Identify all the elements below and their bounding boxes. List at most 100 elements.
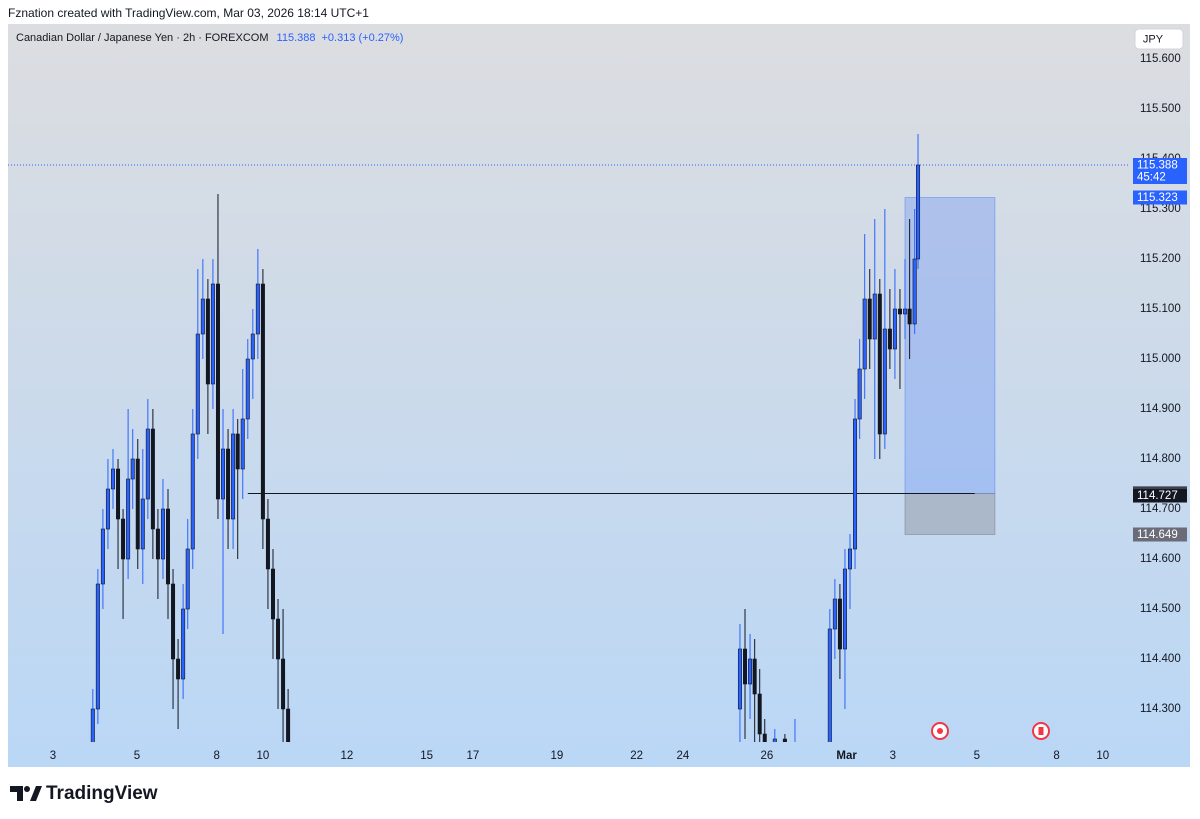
x-tick-label: 17 (466, 750, 479, 762)
candle-body (276, 618, 281, 660)
chart-background (8, 24, 1190, 767)
candle-body (185, 548, 190, 610)
candle-body (145, 428, 150, 500)
candle-body (110, 468, 115, 490)
candle-body (130, 458, 135, 480)
x-tick-label: 5 (134, 750, 140, 762)
candle-body (126, 478, 131, 560)
y-tick-label: 115.500 (1140, 103, 1181, 115)
x-tick-label: 22 (630, 750, 643, 762)
candle-body (757, 693, 762, 735)
last-price: 115.388 (277, 32, 316, 44)
candle-body (205, 298, 210, 385)
candle-body (842, 568, 847, 650)
event-icons (931, 722, 1050, 740)
target-label-bg (1133, 190, 1187, 205)
candle-body (281, 658, 286, 710)
candle-body (916, 164, 921, 260)
candle-body (105, 488, 110, 530)
legend: Canadian Dollar / Japanese Yen · 2h · FO… (16, 32, 403, 44)
candle-body (832, 598, 837, 630)
candle-body (862, 298, 867, 370)
candle-body (737, 648, 742, 710)
y-tick-label: 114.900 (1140, 403, 1181, 415)
candle-body (210, 283, 215, 385)
credit: Fznation created with TradingView.com, M… (8, 6, 369, 20)
y-tick-label: 115.300 (1140, 203, 1181, 215)
candle-body (743, 648, 748, 685)
y-tick-label: 115.100 (1140, 303, 1181, 315)
candle-body (116, 468, 121, 520)
candle-body (887, 328, 892, 350)
price-label: 114.727 (1137, 490, 1178, 502)
x-tick-label: 26 (760, 750, 773, 762)
stop-zone (904, 493, 996, 535)
countdown: 45:42 (1137, 172, 1166, 184)
y-tick-label: 114.300 (1140, 703, 1181, 715)
price-label-bg (1133, 488, 1187, 503)
candle-body (155, 528, 160, 560)
candle-body (867, 298, 872, 340)
stop-label: 114.649 (1137, 529, 1178, 541)
candle-body (903, 308, 908, 315)
candle-body (181, 608, 186, 680)
candle-body (752, 658, 757, 695)
candle-body (90, 708, 95, 742)
candle-body (782, 738, 787, 742)
currency-button[interactable] (1134, 28, 1184, 50)
candle-body (270, 568, 275, 620)
candle-body (897, 308, 902, 315)
x-tick-label: 15 (420, 750, 433, 762)
x-tick-label: 3 (890, 750, 896, 762)
y-tick-label: 115.600 (1140, 53, 1181, 65)
x-tick-label: 5 (974, 750, 980, 762)
candle-body (221, 448, 226, 500)
candle-body (160, 508, 165, 560)
candle-body (140, 498, 145, 550)
candle-body (95, 583, 100, 710)
target-label: 115.323 (1137, 192, 1178, 204)
change: +0.313 (+0.27%) (321, 32, 403, 44)
last-price-label-bg (1133, 158, 1187, 184)
y-tick-label: 114.400 (1140, 653, 1181, 665)
candle-body (772, 738, 777, 742)
x-tick-label: 3 (50, 750, 56, 762)
x-tick-label: 8 (1053, 750, 1059, 762)
candle-body (245, 358, 250, 420)
candle-body (171, 583, 176, 660)
y-tick-label: 115.200 (1140, 253, 1181, 265)
candle-body (255, 283, 260, 335)
candle-body (762, 733, 767, 742)
y-tick-label: 114.600 (1140, 553, 1181, 565)
y-tick-label: 115.000 (1140, 353, 1181, 365)
candle-body (872, 293, 877, 340)
x-tick-label: 24 (676, 750, 689, 762)
candle-body (265, 518, 270, 570)
x-tick-label: 12 (340, 750, 353, 762)
candle-body (857, 368, 862, 420)
x-tick-label: 8 (214, 750, 220, 762)
y-tick-label: 114.700 (1140, 503, 1181, 515)
candle-body (240, 418, 245, 470)
symbol: Canadian Dollar / Japanese Yen · 2h · FO… (16, 32, 269, 44)
y-tick-label: 114.500 (1140, 603, 1181, 615)
candle-body (877, 293, 882, 435)
candle-body (286, 708, 291, 742)
candle-body (853, 418, 858, 550)
candle-body (892, 308, 897, 350)
candle-body (250, 333, 255, 360)
candle-body (190, 433, 195, 550)
candle-body (907, 308, 912, 325)
plot (8, 134, 1128, 742)
brand: TradingView (46, 783, 158, 804)
currency[interactable]: JPY (1143, 33, 1164, 45)
y-tick-label: 114.800 (1140, 453, 1181, 465)
candle-body (166, 508, 171, 585)
candle-body (226, 448, 231, 520)
candle-body (200, 298, 205, 335)
candle-body (235, 433, 240, 470)
candle-body (195, 333, 200, 435)
candle-body (150, 428, 155, 530)
